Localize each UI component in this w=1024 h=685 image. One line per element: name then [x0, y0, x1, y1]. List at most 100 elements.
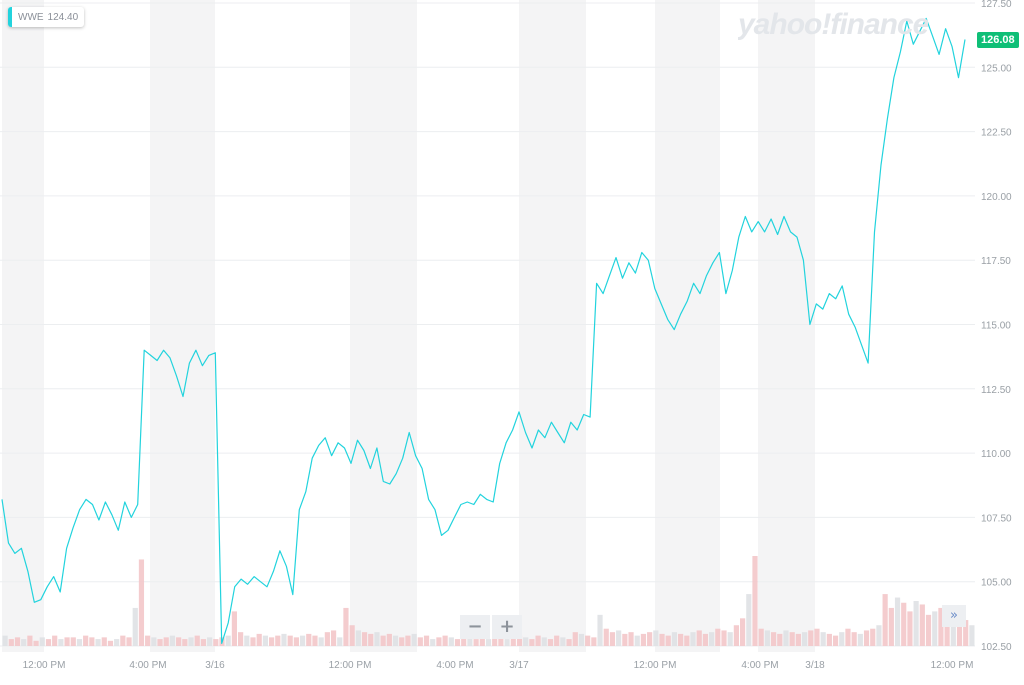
volume-bar: [21, 639, 27, 646]
volume-bar: [275, 635, 281, 646]
volume-bar: [176, 637, 182, 646]
volume-bar: [33, 640, 39, 646]
volume-bar: [207, 637, 213, 646]
legend-symbol: WWE: [18, 11, 44, 23]
legend-swatch: [8, 7, 12, 27]
volume-bar: [783, 630, 789, 646]
volume-bar: [120, 635, 126, 646]
volume-bar: [268, 637, 275, 646]
volume-bar: [969, 625, 975, 646]
volume-bar: [250, 637, 256, 646]
volume-bar: [870, 628, 876, 646]
volume-bar: [361, 632, 368, 646]
volume-bar: [436, 637, 442, 646]
x-tick-label: 3/17: [509, 660, 529, 671]
volume-bar: [473, 639, 479, 646]
volume-bar: [560, 637, 566, 646]
volume-bar: [963, 620, 969, 646]
session-shade: [758, 0, 815, 652]
volume-bar: [454, 639, 461, 646]
y-tick-label: 117.50: [981, 256, 1011, 267]
volume-bars: [2, 556, 975, 646]
volume-bar: [715, 628, 721, 646]
volume-bar: [764, 630, 770, 646]
volume-bar: [839, 632, 845, 646]
volume-bar: [554, 635, 560, 646]
y-tick-label: 107.50: [981, 513, 1012, 524]
volume-bar: [157, 639, 163, 646]
x-tick-label: 12:00 PM: [634, 660, 677, 671]
volume-bar: [182, 639, 188, 646]
volume-bar: [944, 618, 950, 646]
volume-bar: [138, 559, 145, 646]
zoom-out-button[interactable]: −: [460, 615, 490, 639]
x-tick-label: 4:00 PM: [436, 660, 473, 671]
volume-bar: [721, 630, 727, 646]
volume-bar: [801, 632, 808, 646]
expand-chart-button[interactable]: »: [942, 605, 966, 627]
x-axis-ticks: 12:00 PM 4:00 PM 3/16 12:00 PM 4:00 PM 3/17 12…: [23, 660, 974, 671]
volume-bar: [566, 639, 572, 646]
session-shade: [519, 0, 586, 652]
volume-bar: [479, 637, 485, 646]
session-shade: [150, 0, 215, 652]
volume-bar: [814, 628, 820, 646]
volume-bar: [132, 607, 138, 646]
zoom-in-button[interactable]: +: [492, 615, 522, 639]
volume-bar: [83, 635, 89, 646]
volume-bar: [244, 635, 250, 646]
volume-bar: [510, 637, 516, 646]
volume-bar: [932, 611, 938, 646]
volume-bar: [770, 632, 777, 646]
volume-bar: [739, 618, 746, 646]
volume-bar: [876, 625, 882, 646]
volume-bar: [851, 632, 857, 646]
volume-bar: [634, 635, 640, 646]
y-tick-label: 122.50: [981, 128, 1012, 139]
volume-bar: [746, 594, 752, 646]
volume-bar: [523, 637, 529, 646]
current-price-tag: 126.08: [977, 32, 1019, 48]
volume-bar: [101, 637, 107, 646]
session-shade: [350, 0, 417, 652]
volume-bar: [231, 611, 238, 646]
volume-bar: [888, 607, 894, 646]
volume-bar: [169, 635, 176, 646]
volume-bar: [516, 635, 523, 646]
volume-bar: [733, 625, 739, 646]
volume-bar: [89, 637, 95, 646]
volume-bar: [349, 625, 355, 646]
volume-bar: [504, 639, 510, 646]
volume-bar: [200, 639, 207, 646]
volume-bar: [585, 635, 591, 646]
volume-bar: [709, 632, 715, 646]
volume-bar: [442, 635, 448, 646]
volume-bar: [368, 633, 374, 646]
volume-bar: [616, 630, 622, 646]
y-axis-ticks: 102.50 105.00 107.50 110.00 112.50 115.00 117.…: [981, 0, 1012, 653]
volume-bar: [845, 628, 851, 646]
series-legend[interactable]: WWE 124.40: [8, 7, 85, 27]
volume-bar: [256, 633, 262, 646]
y-tick-label: 120.00: [981, 192, 1012, 203]
volume-bar: [27, 635, 33, 646]
volume-bar: [225, 635, 231, 646]
x-tick-label: 3/16: [205, 660, 225, 671]
volume-bar: [702, 633, 709, 646]
volume-bar: [238, 632, 244, 646]
volume-bar: [541, 637, 547, 646]
volume-bar: [789, 632, 795, 646]
volume-bar: [777, 633, 783, 646]
y-tick-label: 105.00: [981, 578, 1012, 589]
volume-bar: [696, 630, 702, 646]
volume-bar: [950, 614, 956, 646]
volume-bar: [529, 639, 535, 646]
volume-bar: [808, 630, 814, 646]
volume-bar: [640, 633, 647, 646]
volume-bar: [671, 632, 678, 646]
volume-bar: [417, 637, 423, 646]
volume-bar: [498, 637, 504, 646]
volume-bar: [826, 633, 832, 646]
volume-bar: [262, 635, 268, 646]
